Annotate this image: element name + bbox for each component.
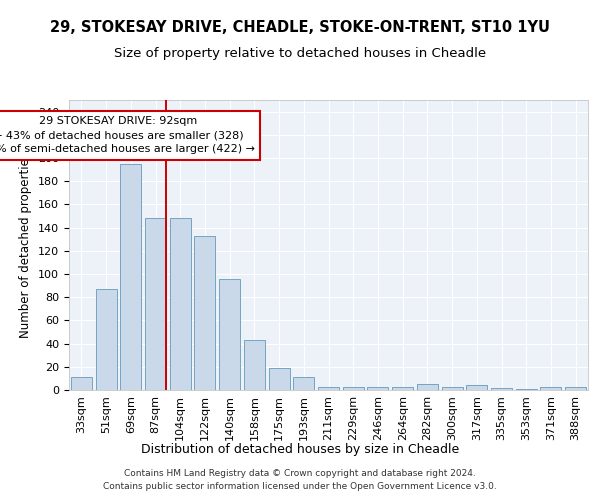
Text: Size of property relative to detached houses in Cheadle: Size of property relative to detached ho… <box>114 48 486 60</box>
Bar <box>466 386 487 390</box>
Text: 29, STOKESAY DRIVE, CHEADLE, STOKE-ON-TRENT, ST10 1YU: 29, STOKESAY DRIVE, CHEADLE, STOKE-ON-TR… <box>50 20 550 35</box>
Text: Distribution of detached houses by size in Cheadle: Distribution of detached houses by size … <box>141 442 459 456</box>
Bar <box>442 386 463 390</box>
Bar <box>145 218 166 390</box>
Bar <box>392 386 413 390</box>
Bar <box>244 340 265 390</box>
Bar <box>120 164 141 390</box>
Bar <box>318 386 339 390</box>
Bar <box>194 236 215 390</box>
Bar <box>541 386 562 390</box>
Bar <box>71 377 92 390</box>
Bar <box>367 386 388 390</box>
Text: Contains HM Land Registry data © Crown copyright and database right 2024.
Contai: Contains HM Land Registry data © Crown c… <box>103 470 497 491</box>
Y-axis label: Number of detached properties: Number of detached properties <box>19 152 32 338</box>
Text: 29 STOKESAY DRIVE: 92sqm
← 43% of detached houses are smaller (328)
56% of semi-: 29 STOKESAY DRIVE: 92sqm ← 43% of detach… <box>0 116 255 154</box>
Bar <box>516 389 537 390</box>
Bar <box>343 386 364 390</box>
Bar <box>219 278 240 390</box>
Bar <box>491 388 512 390</box>
Bar <box>293 377 314 390</box>
Bar <box>95 289 116 390</box>
Bar <box>170 218 191 390</box>
Bar <box>269 368 290 390</box>
Bar <box>417 384 438 390</box>
Bar <box>565 386 586 390</box>
